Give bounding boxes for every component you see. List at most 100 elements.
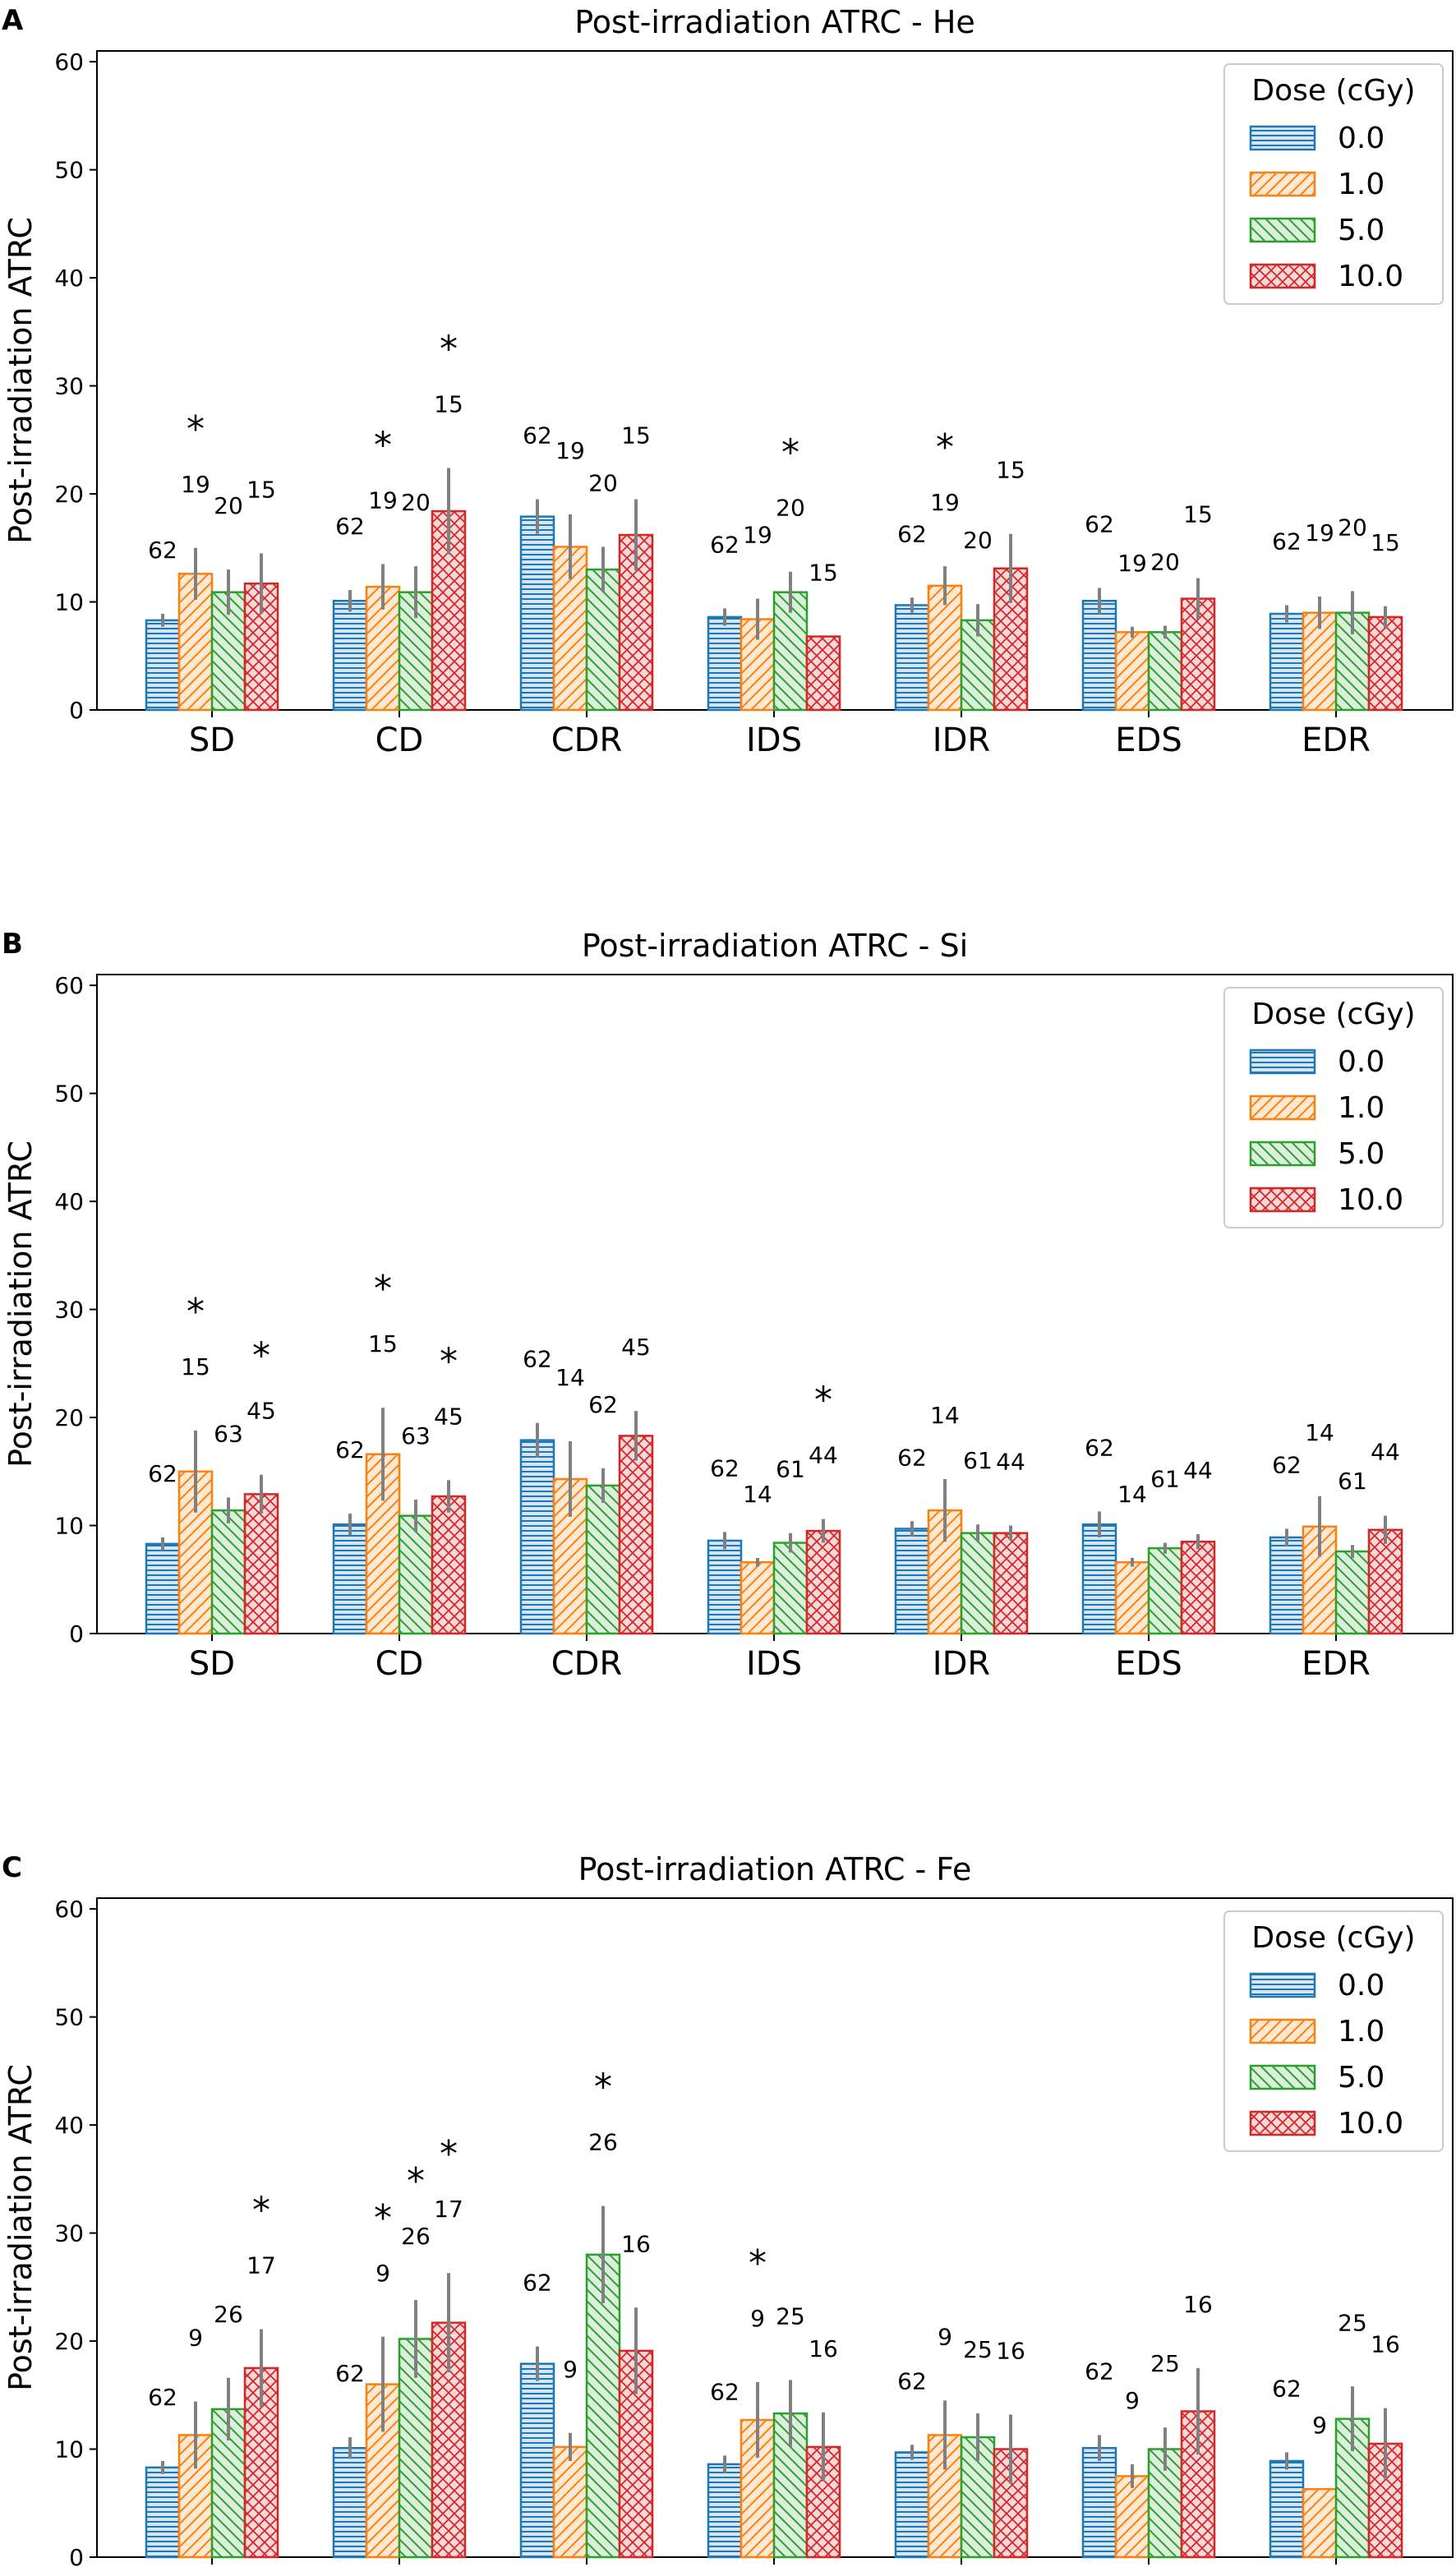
- sample-size-label: 19: [181, 471, 210, 498]
- legend-swatch: [1249, 2018, 1316, 2044]
- sample-size-label: 9: [750, 2305, 765, 2332]
- sample-size-label: 61: [1150, 1466, 1180, 1493]
- y-tick-label: 0: [69, 697, 84, 724]
- sample-size-label: 45: [434, 1403, 463, 1430]
- chart-panel-a: A Post-irradiation ATRC - He 0 10 20 30 40 50 60…: [2, 4, 1454, 759]
- bar-ids-dose-0.0: [707, 2463, 743, 2559]
- sample-size-label: 15: [996, 457, 1025, 484]
- sample-size-label: 14: [743, 1481, 772, 1508]
- sample-size-label: 44: [809, 1442, 838, 1469]
- sample-size-label: 61: [963, 1447, 993, 1474]
- significance-star: *: [252, 2190, 270, 2232]
- bar-idr-dose-0.0: [894, 2451, 930, 2559]
- legend-entry-label: 5.0: [1338, 1137, 1385, 1171]
- sample-size-label: 25: [776, 2302, 805, 2330]
- sample-size-label: 62: [710, 1454, 740, 1482]
- sample-size-label: 20: [776, 495, 805, 522]
- sample-size-label: 16: [1371, 2331, 1400, 2358]
- chart-panel-c: C Post-irradiation ATRC - Fe 0 10 20 30 40 50 60…: [2, 1851, 1454, 2567]
- significance-star: *: [407, 2160, 425, 2202]
- sample-size-label: 62: [335, 1436, 365, 1463]
- sample-size-label: 62: [148, 2384, 177, 2411]
- x-tick-label: EDR: [1302, 1645, 1371, 1683]
- sample-size-label: 62: [335, 513, 365, 540]
- legend-box: [1223, 987, 1444, 1228]
- legend-swatch: [1249, 1141, 1316, 1167]
- sample-size-label: 44: [996, 1449, 1025, 1476]
- bar-cdr-dose-5.0: [585, 2253, 621, 2559]
- y-tick-label: 40: [54, 1188, 84, 1215]
- bar-cdr-dose-0.0: [519, 2362, 555, 2559]
- sample-size-label: 25: [963, 2336, 993, 2363]
- chart-title: Post-irradiation ATRC - He: [574, 4, 975, 40]
- y-tick-label: 20: [54, 481, 84, 508]
- sample-size-label: 16: [809, 2335, 838, 2362]
- sample-size-label: 62: [523, 2270, 552, 2297]
- y-tick-label: 10: [54, 2436, 84, 2463]
- sample-size-label: 62: [335, 2360, 365, 2387]
- bar-eds-dose-0.0: [1081, 599, 1117, 712]
- sample-size-label: 44: [1183, 1457, 1213, 1484]
- sample-size-label: 14: [930, 1402, 960, 1429]
- significance-star: *: [440, 328, 458, 370]
- bar-eds-dose-1.0: [1114, 631, 1150, 712]
- x-tick-label: IDR: [933, 1645, 990, 1683]
- legend-entry-label: 5.0: [1338, 2061, 1385, 2095]
- sample-size-label: 15: [1183, 501, 1213, 528]
- sample-size-label: 9: [376, 2260, 390, 2287]
- significance-star: *: [936, 426, 954, 468]
- panel-label: C: [2, 1851, 22, 1884]
- bar-eds-dose-0.0: [1081, 2446, 1117, 2559]
- sample-size-label: 62: [710, 2378, 740, 2405]
- x-tick-label: EDS: [1115, 721, 1182, 759]
- legend-title: Dose (cGy): [1251, 1921, 1415, 1955]
- sample-size-label: 62: [1085, 2357, 1114, 2385]
- sample-size-label: 9: [563, 2356, 578, 2383]
- sample-size-label: 15: [368, 1330, 398, 1357]
- y-tick-label: 20: [54, 2328, 84, 2355]
- bar-ids-dose-10.0: [805, 635, 841, 712]
- sample-size-label: 62: [1085, 1434, 1114, 1461]
- panel-label: B: [2, 928, 23, 961]
- sample-size-label: 16: [996, 2337, 1025, 2364]
- bar-sd-dose-10.0: [243, 1493, 279, 1635]
- sample-size-label: 14: [1117, 1481, 1147, 1508]
- bar-edr-dose-1.0: [1302, 2487, 1338, 2559]
- y-axis-label: Post-irradiation ATRC: [2, 2064, 39, 2391]
- sample-size-label: 15: [621, 422, 651, 449]
- bar-sd-dose-0.0: [145, 2466, 181, 2559]
- sample-size-label: 61: [1338, 1468, 1367, 1495]
- y-tick-label: 0: [69, 1620, 84, 1648]
- legend: Dose (cGy) 0.0 1.0 5.0 10.0: [1223, 987, 1444, 1228]
- bar-eds-dose-0.0: [1081, 1523, 1117, 1635]
- bar-idr-dose-5.0: [960, 1532, 996, 1635]
- y-tick-label: 40: [54, 265, 84, 292]
- bar-eds-dose-10.0: [1180, 1540, 1216, 1635]
- bar-edr-dose-0.0: [1269, 612, 1305, 712]
- legend-swatch: [1249, 2064, 1316, 2090]
- y-tick-label: 60: [54, 1896, 84, 1923]
- bar-cdr-dose-0.0: [519, 1439, 555, 1635]
- bar-eds-dose-1.0: [1114, 2475, 1150, 2559]
- significance-star: *: [749, 2242, 767, 2284]
- bar-sd-dose-0.0: [145, 619, 181, 712]
- sample-size-label: 45: [247, 1398, 276, 1425]
- sample-size-label: 26: [401, 2223, 431, 2250]
- bar-idr-dose-10.0: [993, 1532, 1029, 1635]
- legend-swatch: [1249, 263, 1316, 289]
- legend-entry-label: 5.0: [1338, 214, 1385, 247]
- sample-size-label: 45: [621, 1334, 651, 1361]
- significance-star: *: [440, 1340, 458, 1382]
- bar-sd-dose-0.0: [145, 1542, 181, 1635]
- bar-sd-dose-5.0: [210, 1509, 247, 1635]
- y-tick-label: 50: [54, 1081, 84, 1108]
- x-tick-label: IDS: [746, 1645, 802, 1683]
- significance-star: *: [594, 2067, 612, 2108]
- legend-title: Dose (cGy): [1251, 998, 1415, 1031]
- sample-size-label: 15: [809, 560, 838, 587]
- y-tick-label: 10: [54, 1513, 84, 1540]
- sample-size-label: 19: [1305, 519, 1334, 546]
- legend-swatch: [1249, 1187, 1316, 1213]
- sample-size-label: 20: [963, 527, 993, 554]
